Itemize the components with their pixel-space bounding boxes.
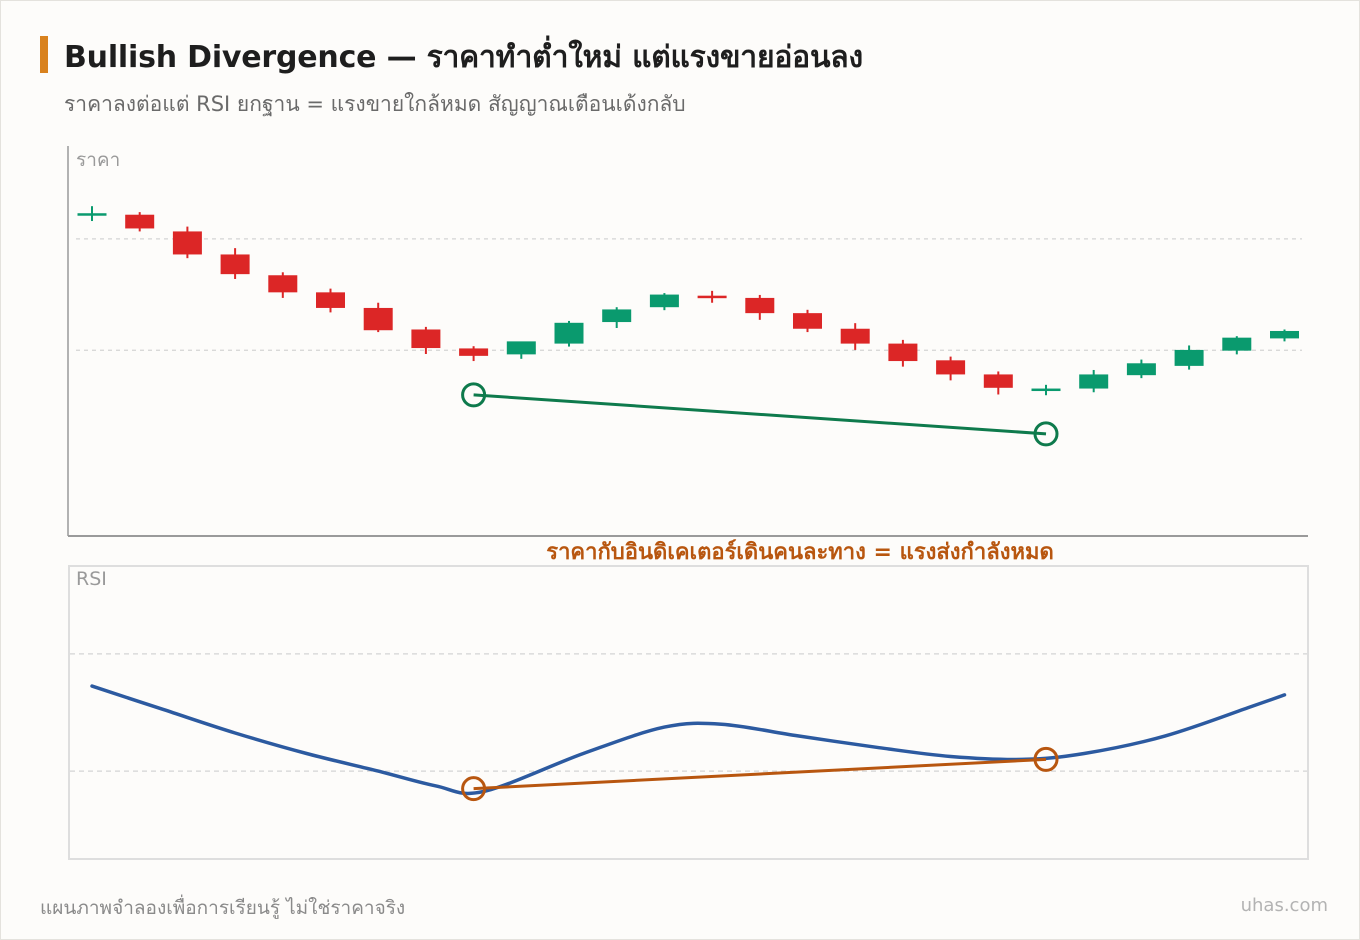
title-accent-bar [40,36,48,73]
candle-5-body [316,292,345,308]
candle-10 [554,320,584,347]
candle-8-body [459,348,489,356]
rsi-line [90,684,1287,796]
candle-9-body [506,341,536,355]
candle-11-body [602,309,632,323]
candle-25-body [1270,330,1299,339]
candle-6-body [363,307,393,331]
candle-16-body [840,328,870,344]
rsi-grid [70,653,1307,772]
candle-2 [172,226,202,259]
price-panel: ราคา [67,146,1308,537]
candle-20-body [1031,388,1061,392]
candle-19-body [983,374,1013,388]
rsi-divergence-marker-end [1033,746,1059,772]
candle-22-body [1126,363,1156,376]
footer-note: แผนภาพจำลองเพื่อการเรียนรู้ ไม่ใช่ราคาจร… [40,897,406,919]
candle-19 [983,371,1013,395]
candle-3-body [220,254,250,275]
rsi-panel-frame [68,565,1309,860]
candle-6 [363,302,393,333]
price-divergence [461,382,1059,447]
candle-15 [793,309,822,333]
candles [77,206,1299,396]
price-divergence-marker-start [461,382,487,408]
candle-8 [459,346,489,362]
candle-24 [1222,336,1252,355]
price-divergence-line [473,393,1047,436]
candle-1 [125,212,155,232]
candle-4 [268,272,298,298]
candle-20 [1031,384,1061,396]
candle-14-body [745,297,775,314]
price-panel-label: ราคา [76,149,120,171]
candle-21-body [1079,374,1109,389]
candle-23 [1174,345,1204,370]
page-subtitle: ราคาลงต่อแต่ RSI ยกฐาน = แรงขายใกล้หมด ส… [64,92,686,116]
candle-17-body [888,343,918,362]
price-grid [76,238,1302,351]
candle-18 [936,356,966,381]
candle-18-body [936,360,966,375]
footer-brand[interactable]: uhas.com [1240,895,1328,916]
candle-12-body [649,294,679,308]
candle-15-body [793,313,822,329]
rsi-divergence-marker-start [461,776,487,802]
candle-16 [840,323,870,350]
candle-13-body [697,295,727,299]
rsi-divergence [461,746,1059,802]
divergence-annotation: ราคากับอินดิเคเตอร์เดินคนละทาง = แรงส่งก… [546,539,1053,565]
rsi-divergence-line [473,757,1047,791]
candle-9 [506,341,536,359]
candle-2-body [172,231,202,255]
candle-5 [316,288,345,313]
candle-24-body [1222,337,1252,351]
rsi-panel-label: RSI [76,568,107,590]
candle-25 [1270,329,1299,342]
candle-14 [745,294,775,320]
candle-7 [411,326,441,354]
candle-17 [888,339,918,367]
candle-4-body [268,275,298,293]
candle-12 [649,293,679,311]
candle-13 [697,290,727,303]
candle-21 [1079,369,1109,393]
candle-0-body [77,213,107,216]
candle-7-body [411,329,441,349]
candle-10-body [554,322,584,344]
candle-1-body [125,214,155,229]
candle-23-body [1174,349,1204,366]
candle-0 [77,206,107,222]
page-title: Bullish Divergence — ราคาทำต่ำใหม่ แต่แร… [64,40,863,75]
candle-3 [220,248,250,279]
rsi-panel: RSI [68,565,1309,860]
candle-11 [602,307,632,328]
price-divergence-marker-end [1033,421,1059,447]
candle-22 [1126,359,1156,379]
